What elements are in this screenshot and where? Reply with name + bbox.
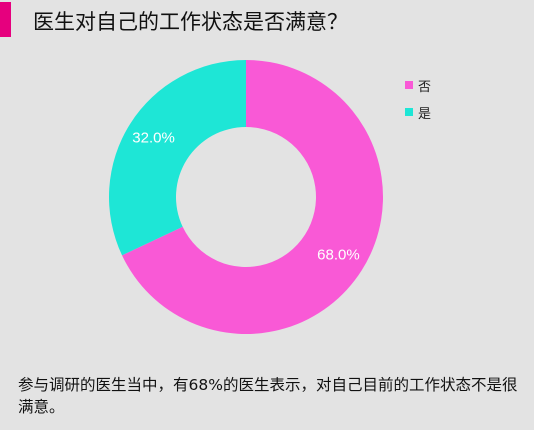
legend-item-no: 否 bbox=[405, 75, 431, 95]
legend-swatch bbox=[405, 81, 413, 89]
chart-canvas: 68.0% 32.0% bbox=[109, 60, 383, 334]
slice-yes bbox=[109, 60, 247, 256]
legend-label: 是 bbox=[418, 106, 432, 122]
chart-caption: 参与调研的医生当中，有68%的医生表示，对自己目前的工作状态不是很满意。 bbox=[18, 376, 518, 416]
legend-swatch bbox=[405, 108, 413, 116]
legend-item-yes: 是 bbox=[405, 102, 431, 122]
data-label-no: 68.0% bbox=[317, 247, 360, 264]
page-title: 医生对自己的工作状态是否满意？ bbox=[33, 10, 348, 34]
chart-legend: 否是 bbox=[405, 75, 431, 129]
data-label-yes: 32.0% bbox=[132, 129, 175, 146]
slice-no bbox=[122, 60, 383, 334]
legend-label: 否 bbox=[418, 79, 432, 95]
title-accent-bar bbox=[0, 2, 11, 37]
header: 医生对自己的工作状态是否满意？ bbox=[0, 0, 534, 42]
donut-chart: 68.0% 32.0% bbox=[0, 40, 534, 360]
